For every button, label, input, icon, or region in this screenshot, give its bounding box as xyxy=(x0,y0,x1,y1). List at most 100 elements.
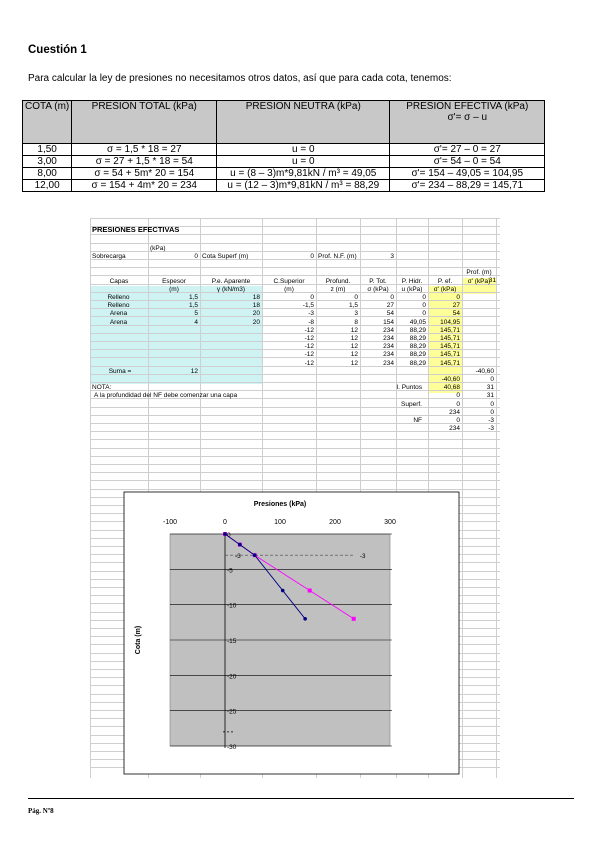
grid-line xyxy=(90,464,500,465)
grid-line xyxy=(90,365,500,367)
x-tick-label: 0 xyxy=(223,519,227,526)
y-tick-label: -25 xyxy=(227,709,237,716)
sheet-cell: 0 xyxy=(422,302,426,310)
sheet-cell: 234 xyxy=(383,359,394,367)
grid-line xyxy=(90,275,500,277)
sheet-cell: 40,68 xyxy=(443,384,460,392)
sheet-cell: -1,5 xyxy=(302,302,314,310)
table-cell: σ'= 27 – 0 = 27 xyxy=(389,143,546,156)
x-tick-label: 100 xyxy=(274,519,286,526)
grid-line xyxy=(90,234,500,236)
y-tick-label: -5 xyxy=(227,567,233,574)
sheet-cell: 154 xyxy=(383,318,394,326)
table-cell: σ = 27 + 1,5 * 18 = 54 xyxy=(71,155,218,168)
table-header-row: COTA (m) PRESION TOTAL (kPa) PRESION NEU… xyxy=(21,100,546,144)
table-row: 3,00 σ = 27 + 1,5 * 18 = 54 u = 0 σ'= 54 – … xyxy=(21,155,546,168)
sheet-cell: -12 xyxy=(304,351,314,359)
sheet-cell: I. Puntos xyxy=(396,384,422,392)
sheet-col-subheader: σ (kPa) xyxy=(367,286,389,293)
sheet-cell: -12 xyxy=(304,343,314,351)
sheet-cell: 49,05 xyxy=(409,318,426,326)
grid-line xyxy=(90,357,500,359)
table-cell: σ = 154 + 4m* 20 = 234 xyxy=(71,179,218,192)
sheet-cell: 12 xyxy=(190,367,198,375)
sheet-cell: 0 xyxy=(456,400,460,408)
sheet-cell: A la profundidad del NF debe comenzar un… xyxy=(94,392,238,400)
table-cell: 3,00 xyxy=(21,155,73,168)
sheet-cell: 0 xyxy=(456,417,460,424)
sheet-cell: 145,71 xyxy=(440,326,460,334)
sheet-cell: 1,5 xyxy=(188,294,198,301)
sheet-cell: 0 xyxy=(310,253,314,260)
sheet-cell: -3 xyxy=(488,417,494,424)
sheet-col-header: P. Tot. xyxy=(369,278,387,285)
table-cell: σ = 1,5 * 18 = 27 xyxy=(71,143,218,156)
grid-line xyxy=(90,406,500,408)
nf-label: -3 xyxy=(235,553,241,560)
sheet-col-header: P.e. Aparente xyxy=(211,278,251,285)
sheet-cell: Prof. (m) xyxy=(466,269,492,276)
grid-line xyxy=(90,308,500,310)
x-tick-label: 200 xyxy=(329,519,341,526)
table-row: 8,00 σ = 54 + 5m* 20 = 154 u = (8 – 3)m*9,… xyxy=(21,167,546,180)
sheet-col-subheader: γ (kN/m3) xyxy=(216,286,246,293)
x-tick-label: 300 xyxy=(384,519,396,526)
grid-line xyxy=(90,242,500,244)
sheet-col-subheader: (m) xyxy=(284,286,294,293)
sheet-cell: 0 xyxy=(422,310,426,318)
sheet-cell: 0 xyxy=(456,392,460,400)
grid-line xyxy=(90,382,500,383)
sheet-cell: 0 xyxy=(490,400,494,408)
sheet-cell: -12 xyxy=(304,359,314,367)
section-heading: Cuestión 1 xyxy=(28,44,87,56)
sheet-col-subheader: σ' (kPa) xyxy=(433,286,457,293)
sheet-cell: 88,29 xyxy=(409,326,426,334)
sheet-col-header: P. Hidr. xyxy=(401,278,423,285)
sheet-cell: 12 xyxy=(350,351,358,359)
sheet-cell: -40,60 xyxy=(441,376,460,383)
sheet-cell: Suma = xyxy=(108,367,132,375)
grid-line xyxy=(90,324,500,326)
pressure-chart: 0 -5 -10 -15 -20 -25 -30 -100 0 100 200 300 Presione… xyxy=(123,491,460,775)
sheet-cell: 5 xyxy=(194,310,198,318)
grid-line xyxy=(462,218,463,778)
sheet-cell: -40,60 xyxy=(475,367,494,375)
sheet-cell: Relleno xyxy=(107,302,130,310)
data-point xyxy=(280,588,285,593)
grid-line xyxy=(90,414,500,416)
sheet-cell: 234 xyxy=(383,326,394,334)
data-point xyxy=(307,588,312,593)
sheet-cell: 0 xyxy=(490,376,494,383)
sheet-cell: 234 xyxy=(383,343,394,351)
data-point xyxy=(252,553,257,557)
grid-line xyxy=(90,455,500,457)
sheet-cell: 18 xyxy=(252,294,260,301)
grid-line xyxy=(90,472,500,474)
sheet-cell: Cota Superf (m) xyxy=(202,253,249,260)
sheet-col-header: Capas xyxy=(109,278,129,285)
grid-line xyxy=(90,373,500,375)
sheet-cell: Arena xyxy=(109,310,128,318)
sheet-cell: 4 xyxy=(194,318,198,326)
sheet-cell: 8 xyxy=(354,318,358,326)
grid-line xyxy=(496,218,497,778)
grid-line xyxy=(90,283,500,285)
spreadsheet: PRESIONES EFECTIVAS (kPa) Sobrecarga 0 Cota … xyxy=(90,218,500,778)
sheet-col-header: σ' (kPa) xyxy=(467,278,491,285)
y-axis-label: Cota (m) xyxy=(135,626,142,654)
sheet-cell: -12 xyxy=(304,326,314,334)
sheet-cell: -3 xyxy=(488,425,494,433)
sheet-cell: 88,29 xyxy=(409,359,426,367)
grid-line xyxy=(90,390,500,392)
table-cell: σ = 54 + 5m* 20 = 154 xyxy=(71,167,218,180)
intro-paragraph: Para calcular la ley de presiones no nec… xyxy=(28,73,452,84)
grid-line xyxy=(90,439,500,441)
sheet-cell: 234 xyxy=(383,351,394,359)
table-cell: u = (8 – 3)m*9,81kN / m³ = 49,05 xyxy=(216,167,391,180)
sheet-cell: Sobrecarga xyxy=(92,253,126,260)
grid-line xyxy=(90,447,500,449)
sheet-col-header: C.Superior xyxy=(273,278,305,285)
table-cell: σ'= 154 – 49,05 = 104,95 xyxy=(389,167,546,180)
sheet-cell: 145,71 xyxy=(440,343,460,351)
page-number: Pág. Nº8 xyxy=(28,807,54,815)
